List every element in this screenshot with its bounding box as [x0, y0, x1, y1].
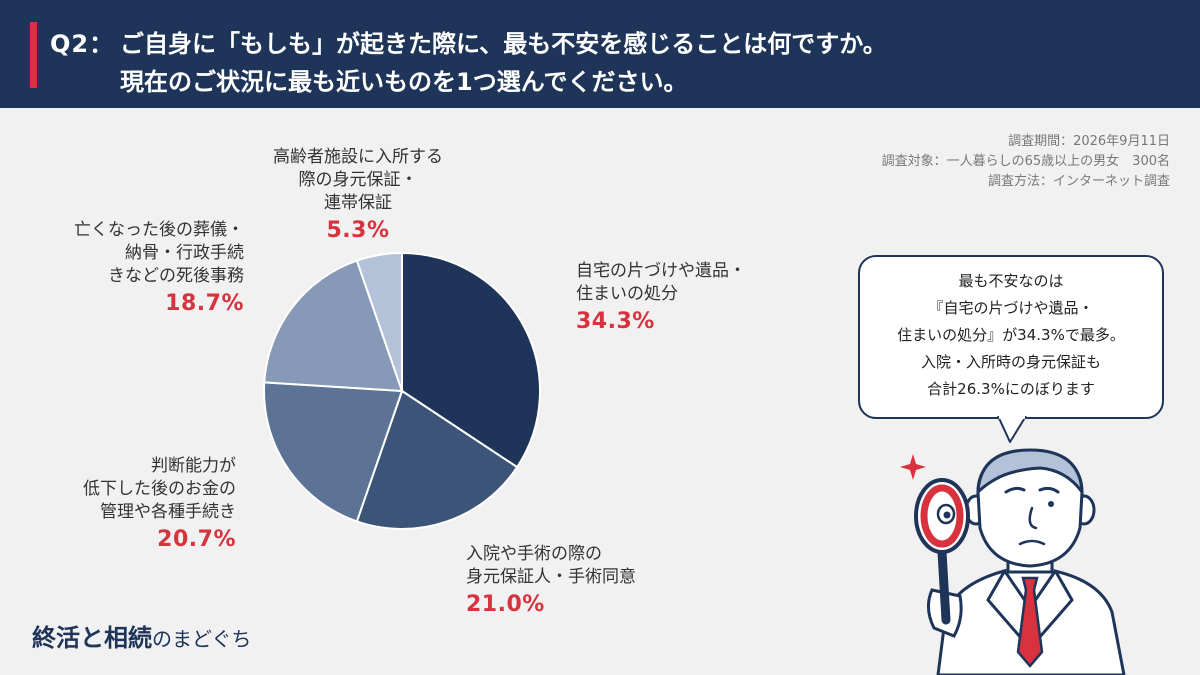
callout-line: 入院・入所時の身元保証も	[920, 353, 1101, 371]
slice-label-line: 際の身元保証・	[298, 170, 418, 190]
slice-label-line: 入院や手術の際の	[466, 544, 602, 564]
necktie	[1016, 576, 1044, 668]
slice-percentage: 5.3%	[326, 218, 390, 243]
slice-label-line: 高齢者施設に入所する	[273, 147, 443, 167]
brand-logo-suffix: のまどぐち	[152, 627, 252, 651]
slice-percentage: 34.3%	[576, 309, 655, 334]
slice-label-line: 低下した後のお金の	[83, 479, 236, 499]
slice-label-money-management: 判断能力が 低下した後のお金の 管理や各種手続き 20.7%	[40, 455, 236, 551]
callout-line: 住まいの処分』が34.3%で最多。	[897, 326, 1125, 344]
pie-slice-hospital-guarantor	[355, 389, 519, 530]
magnifier-handle	[937, 547, 951, 625]
survey-method: 調査方法：インターネット調査	[987, 174, 1170, 189]
elderly-man-magnifier-illustration	[900, 448, 1126, 675]
slice-label-line: きなどの死後事務	[108, 266, 244, 286]
callout-bubble: 最も不安なのは 『自宅の片づけや遺品・ 住まいの処分』が34.3%で最多。 入院…	[858, 255, 1164, 419]
header-banner: Q2： ご自身に「もしも」が起きた際に、最も不安を感じることは何ですか。 現在の…	[0, 0, 1200, 108]
slice-label-line: 判断能力が	[151, 456, 236, 476]
slice-label-line: 住まいの処分	[576, 284, 678, 304]
slice-percentage: 21.0%	[466, 592, 545, 617]
slice-percentage: 18.7%	[165, 291, 244, 316]
survey-period: 調査期間：2026年9月11日	[1008, 134, 1170, 149]
slice-label-facility-guarantor: 高齢者施設に入所する 際の身元保証・ 連帯保証 5.3%	[248, 146, 468, 242]
survey-info: 調査期間：2026年9月11日 調査対象：一人暮らしの65歳以上の男女 300名…	[882, 132, 1170, 192]
slice-label-home-cleanup: 自宅の片づけや遺品・ 住まいの処分 34.3%	[576, 260, 746, 333]
question-text-line-1: ご自身に「もしも」が起きた際に、最も不安を感じることは何ですか。	[120, 30, 887, 58]
slice-percentage: 20.7%	[157, 527, 236, 552]
brand-logo-main: 終活と相続	[32, 624, 152, 652]
question-label: Q2：	[50, 30, 115, 58]
callout-line: 『自宅の片づけや遺品・	[928, 299, 1094, 317]
slice-label-line: 自宅の片づけや遺品・	[576, 261, 746, 281]
survey-target: 調査対象：一人暮らしの65歳以上の男女 300名	[881, 154, 1170, 169]
brand-logo: 終活と相続のまどぐち	[32, 618, 251, 653]
question-text-line-2: 現在のご状況に最も近いものを1つ選んでください。	[120, 68, 688, 96]
callout-line: 合計26.3%にのぼります	[927, 380, 1095, 398]
header-accent-bar	[30, 22, 37, 88]
pie-slice-money-management	[263, 381, 404, 523]
slice-label-line: 管理や各種手続き	[100, 502, 236, 522]
slice-label-line: 連帯保証	[324, 193, 392, 213]
slice-label-line: 亡くなった後の葬儀・	[74, 220, 244, 240]
pie-slice-facility-guarantor	[355, 251, 403, 392]
slice-label-line: 納骨・行政手続	[125, 243, 244, 263]
callout-tail	[997, 416, 1027, 443]
slice-label-line: 身元保証人・手術同意	[466, 567, 636, 587]
slice-label-hospital-guarantor: 入院や手術の際の 身元保証人・手術同意 21.0%	[466, 543, 636, 616]
sparkle-icon	[900, 454, 926, 480]
slice-label-posthumous-affairs: 亡くなった後の葬儀・ 納骨・行政手続 きなどの死後事務 18.7%	[40, 219, 244, 315]
callout-line: 最も不安なのは	[958, 272, 1064, 290]
